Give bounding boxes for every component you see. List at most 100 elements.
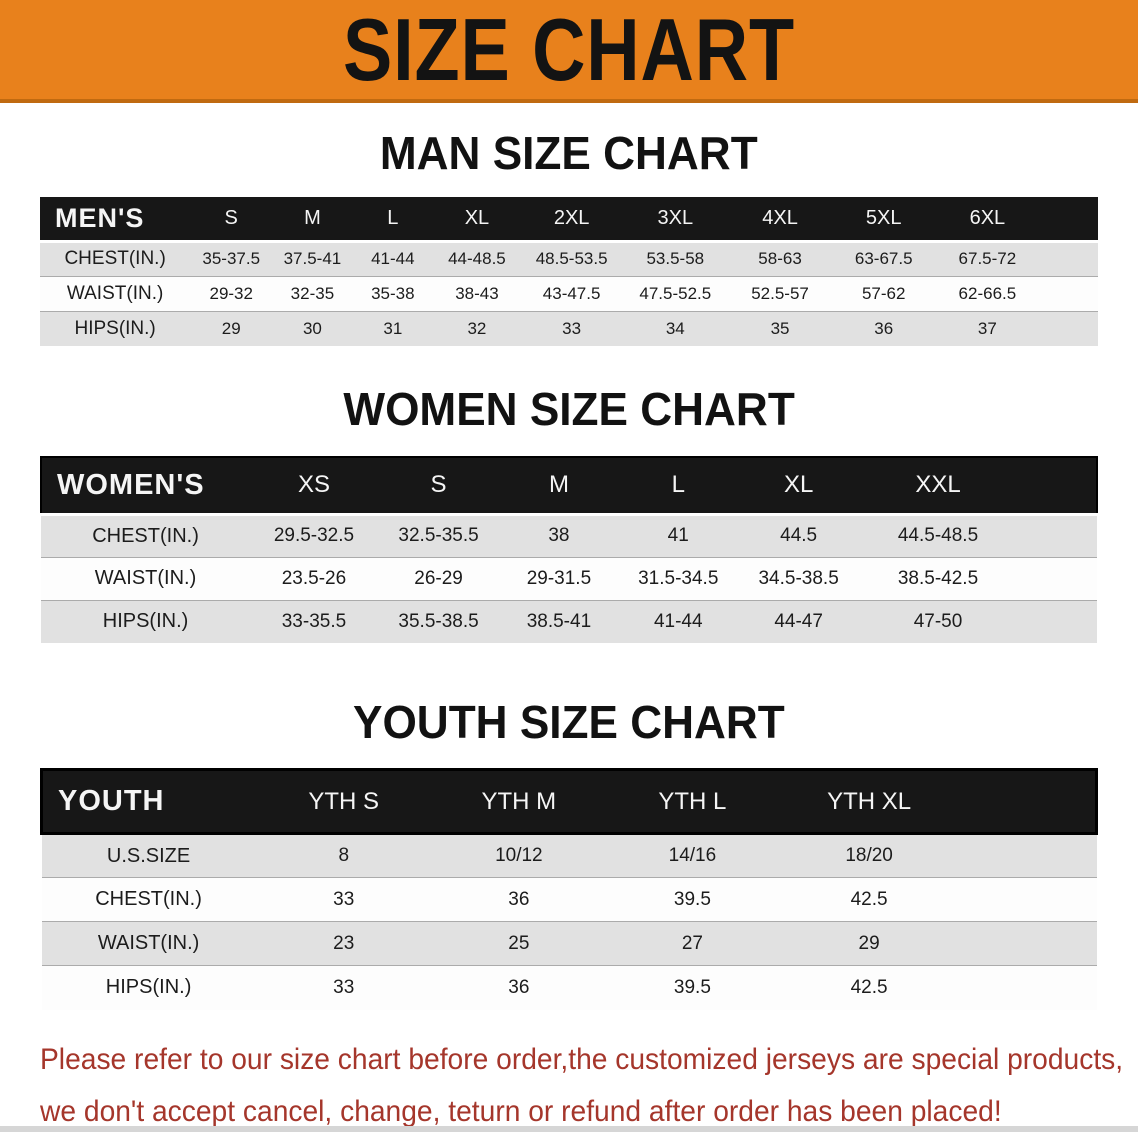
table-row: WAIST(IN.) 23.5-26 26-29 29-31.5 31.5-34… [41,557,1097,600]
size-column-header: M [304,206,321,229]
men-section-title: MAN SIZE CHART [380,127,758,179]
table-cell: 41 [667,525,689,546]
table-cell: 29.5-32.5 [273,525,355,546]
spacer-cell [1039,197,1098,241]
table-cell: 33 [333,888,355,910]
table-cell: 33 [562,318,582,338]
table-cell: 42.5 [850,888,888,910]
table-cell: 32-35 [290,283,335,303]
spacer-cell [1017,457,1097,514]
table-cell: 38.5-41 [526,610,592,632]
table-cell: 37 [977,318,997,338]
table-cell: 31 [383,318,403,338]
men-header-label: MEN'S [55,202,145,233]
table-cell: 31.5-34.5 [638,567,719,589]
table-cell: 63-67.5 [854,249,913,268]
spacer-cell [1039,311,1098,346]
row-label: WAIST(IN.) [97,932,200,954]
row-label: CHEST(IN.) [64,248,166,269]
table-row: HIPS(IN.) 33-35.5 35.5-38.5 38.5-41 41-4… [41,600,1097,643]
table-cell: 39.5 [673,888,711,910]
order-policy-note: Please refer to our size chart before or… [40,1034,1124,1138]
table-row: CHEST(IN.) 35-37.5 37.5-41 41-44 44-48.5… [40,241,1098,276]
women-section-title: WOMEN SIZE CHART [343,383,795,435]
size-column-header: YTH XL [827,787,912,815]
spacer-cell [959,922,1096,966]
table-row: WAIST(IN.) 29-32 32-35 35-38 38-43 43-47… [40,276,1098,311]
spacer-cell [1039,241,1098,276]
size-column-header: L [671,471,685,499]
women-header-row: WOMEN'S XS S M L XL XXL [41,457,1097,514]
spacer-cell [959,770,1096,834]
row-label: HIPS(IN.) [74,317,156,339]
size-column-header: S [430,471,447,499]
row-label: WAIST(IN.) [94,567,197,589]
spacer-cell [959,878,1096,922]
table-row: WAIST(IN.) 23 25 27 29 [41,921,1097,966]
table-cell: 33 [333,976,355,998]
table-cell: 33-35.5 [281,610,347,632]
table-cell: 35.5-38.5 [398,610,479,632]
size-column-header: YTH S [308,787,380,815]
table-cell: 41-44 [371,249,415,268]
table-cell: 47-50 [913,610,963,632]
size-column-header: 4XL [762,206,798,229]
table-cell: 44.5 [780,525,818,546]
table-cell: 29 [858,932,880,954]
men-size-table: MEN'S S M L XL 2XL 3XL 4XL 5XL 6XL CHEST… [40,197,1098,346]
table-cell: 48.5-53.5 [535,249,608,268]
spacer-cell [959,966,1096,1010]
bottom-edge-strip [0,1126,1138,1132]
table-cell: 29-31.5 [526,567,592,589]
row-label: CHEST(IN.) [92,524,199,547]
size-column-header: 5XL [865,206,902,229]
size-column-header: XL [783,471,814,499]
table-cell: 42.5 [850,976,888,998]
table-cell: 67.5-72 [958,249,1017,268]
spacer-cell [959,834,1096,878]
size-column-header: XXL [915,471,961,499]
table-cell: 8 [338,845,350,866]
table-cell: 35 [770,318,790,338]
table-cell: 25 [508,932,530,954]
women-size-table: WOMEN'S XS S M L XL XXL CHEST(IN.) 29.5-… [40,456,1098,643]
size-column-header: XL [464,206,490,229]
table-cell: 44-48.5 [448,249,506,268]
table-cell: 38 [548,525,570,546]
youth-header-label: YOUTH [58,785,165,817]
size-column-header: L [387,206,399,229]
table-cell: 30 [302,318,322,338]
size-column-header: 6XL [969,206,1006,229]
spacer-cell [1017,600,1097,643]
youth-header-row: YOUTH YTH S YTH M YTH L YTH XL [41,769,1097,834]
table-cell: 39.5 [673,976,711,998]
banner: SIZE CHART [0,0,1138,103]
table-row: CHEST(IN.) 29.5-32.5 32.5-35.5 38 41 44.… [41,514,1097,557]
table-row: HIPS(IN.) 33 36 39.5 42.5 [41,965,1097,1010]
spacer-cell [1017,557,1097,600]
size-column-header: XS [297,471,330,499]
youth-section-title: YOUTH SIZE CHART [353,696,785,748]
table-cell: 26-29 [414,567,463,589]
row-label: HIPS(IN.) [105,976,192,999]
spacer-cell [1039,276,1098,311]
table-cell: 47.5-52.5 [639,283,712,303]
spacer-cell [1017,514,1097,557]
order-policy-line-2: we don't accept cancel, change, teturn o… [40,1094,1002,1128]
row-label: U.S.SIZE [106,844,191,867]
table-cell: 57-62 [861,283,906,303]
table-cell: 44.5-48.5 [897,525,979,546]
order-policy-line-1: Please refer to our size chart before or… [40,1042,1124,1076]
row-label: WAIST(IN.) [66,282,164,304]
row-label: CHEST(IN.) [95,888,202,910]
size-column-header: 2XL [553,206,590,229]
table-cell: 29 [221,318,241,338]
table-cell: 36 [874,318,894,338]
table-cell: 10/12 [495,845,543,866]
size-column-header: S [224,206,238,229]
table-row: HIPS(IN.) 29 30 31 32 33 34 35 36 37 [40,311,1098,346]
table-cell: 43-47.5 [542,283,601,303]
table-cell: 62-66.5 [958,283,1017,303]
table-cell: 38.5-42.5 [897,567,979,589]
table-cell: 52.5-57 [751,283,809,303]
